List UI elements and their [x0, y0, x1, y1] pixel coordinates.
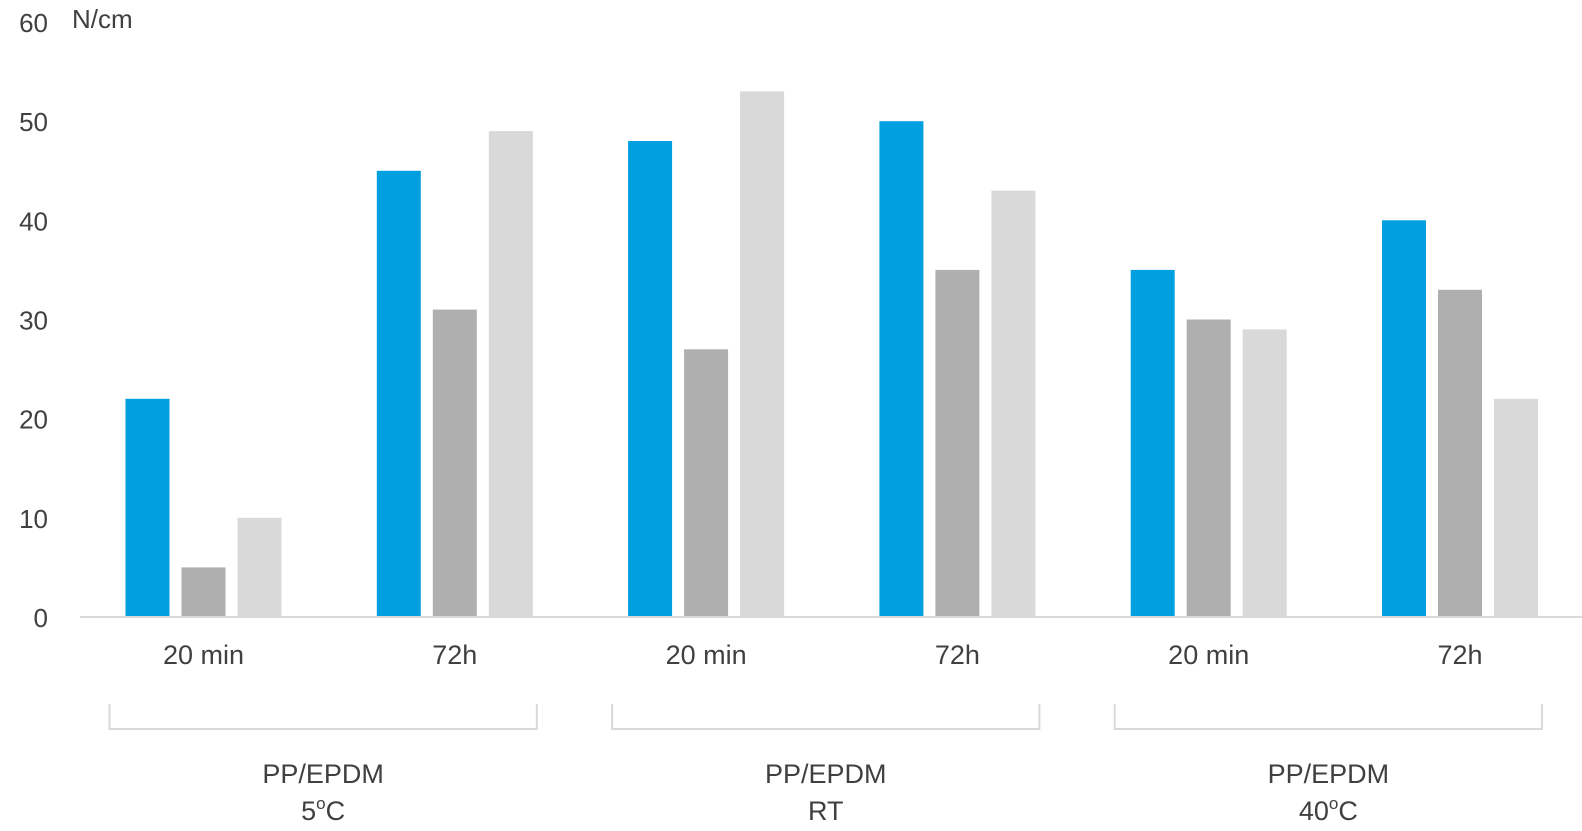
bar: [991, 190, 1036, 617]
y-tick-label: 10: [19, 504, 48, 534]
x-axis-group-labels: PP/EPDM 5oC PP/EPDM RT PP/EPDM 40oC: [108, 704, 1543, 826]
y-tick-label: 0: [34, 603, 48, 633]
bar: [125, 398, 170, 617]
y-tick-label: 20: [19, 405, 48, 435]
bar: [740, 91, 785, 617]
bar: [1438, 289, 1482, 618]
temperature-unit: C: [1338, 796, 1358, 826]
y-tick-label: 50: [19, 107, 48, 137]
bar: [1242, 329, 1287, 617]
y-tick-label: 60: [19, 8, 48, 38]
x-category-label: 20 min: [163, 640, 244, 670]
temperature-unit: C: [326, 796, 346, 826]
group-label-line2: 5oC: [301, 794, 345, 826]
group-bracket: [611, 704, 1041, 730]
bar: [628, 141, 673, 617]
x-category-label: 72h: [432, 640, 477, 670]
x-category-label: 20 min: [1168, 640, 1249, 670]
bar: [181, 567, 226, 617]
group-bracket: [108, 704, 538, 730]
group-label-line1: PP/EPDM: [1268, 759, 1390, 789]
y-axis-ticks: 0 10 20 30 40 50 60: [19, 8, 48, 633]
bar: [1130, 269, 1175, 617]
y-tick-label: 40: [19, 206, 48, 236]
degree-superscript: o: [1329, 794, 1338, 813]
x-category-label: 72h: [935, 640, 980, 670]
x-category-label: 20 min: [666, 640, 747, 670]
group-label-line2: RT: [808, 796, 844, 826]
group-label-line2: 40oC: [1299, 794, 1358, 826]
bar: [684, 349, 729, 618]
group-label-line1: PP/EPDM: [765, 759, 887, 789]
bar: [376, 170, 421, 618]
degree-superscript: o: [316, 794, 325, 813]
x-axis-category-labels: 20 min 72h 20 min 72h 20 min 72h: [163, 640, 1483, 670]
bars: [125, 91, 1538, 618]
bar: [935, 269, 980, 617]
bar: [237, 517, 282, 617]
x-category-label: 72h: [1437, 640, 1482, 670]
y-axis-unit-label: N/cm: [72, 4, 133, 34]
bar: [1494, 398, 1538, 617]
y-tick-label: 30: [19, 306, 48, 336]
bar: [879, 121, 924, 617]
bar: [432, 309, 477, 617]
bar: [488, 131, 533, 617]
bar: [1186, 319, 1231, 617]
group-label-line1: PP/EPDM: [262, 759, 384, 789]
bar: [1382, 220, 1426, 618]
group-bracket: [1113, 704, 1543, 730]
